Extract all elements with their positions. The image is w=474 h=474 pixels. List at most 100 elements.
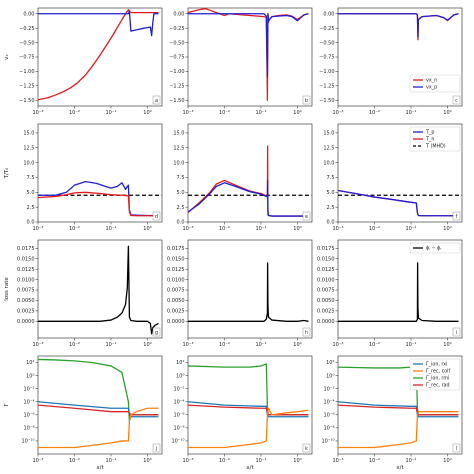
- x-tick-label: 10⁻¹: [405, 458, 416, 464]
- y-tick-label: 0.0075: [167, 288, 185, 294]
- y-tick-label: 0.0000: [17, 319, 35, 325]
- y-tick-label: 0.00: [23, 11, 34, 17]
- y-tick-label: 0.0100: [17, 277, 35, 283]
- panel-label: k: [305, 446, 308, 452]
- y-tick-label: 0.0000: [317, 319, 335, 325]
- panel-k: 10⁻³ 10⁻² 10⁻¹ 10⁰ 10² 10⁰ 10⁻² 10⁻⁴ 10⁻⁶ 10⁻⁸ 10⁻…: [171, 355, 313, 471]
- y-tick-label: 0.0075: [17, 288, 35, 294]
- panel-label: d: [155, 214, 158, 220]
- x-tick-label: 10⁰: [293, 226, 301, 232]
- panel-label-box: [302, 443, 311, 453]
- y-tick-label: −0.50: [319, 40, 334, 46]
- x-tick-label: 10⁻¹: [255, 110, 266, 116]
- y-tick-label: 0.00: [323, 11, 334, 17]
- series-line-blue: [188, 179, 309, 217]
- y-tick-label: 10⁻⁴: [23, 399, 34, 405]
- series-line-blue: [338, 189, 459, 217]
- series-line-blue: [338, 13, 459, 38]
- y-tick-label: 10⁻²: [323, 386, 334, 392]
- panel-label-box: [152, 327, 161, 337]
- series-line-red: [38, 191, 159, 217]
- x-tick-label: 10⁻²: [69, 110, 80, 116]
- y-axis-label: Γ: [4, 403, 10, 407]
- panel-h: 10⁻³ 10⁻² 10⁻¹ 10⁰ 0.0000 0.0025 0.0050 0.0075 0…: [167, 239, 313, 348]
- panel-label-box: [452, 211, 461, 221]
- y-tick-label: 0.0150: [167, 256, 185, 262]
- x-tick-label: 10⁻²: [69, 458, 80, 464]
- series-line-blue: [188, 13, 309, 78]
- x-tick-label: 10⁻¹: [255, 458, 266, 464]
- x-tick-label: 10⁻¹: [105, 342, 116, 348]
- y-tick-label: −0.75: [19, 55, 34, 61]
- panel-label: g: [155, 330, 158, 336]
- panel-label-box: [152, 443, 161, 453]
- series-line-c_red: [188, 404, 309, 416]
- y-tick-label: 0.0050: [167, 298, 185, 304]
- y-tick-label: 0.0: [177, 220, 185, 226]
- y-tick-label: −1.50: [319, 98, 334, 104]
- panel-label: c: [455, 98, 458, 104]
- panel-label: h: [305, 330, 308, 336]
- axes-frame: [187, 355, 313, 455]
- panel-label-box: [302, 95, 311, 105]
- plot-area: [188, 145, 312, 217]
- series-line-black: [338, 262, 459, 322]
- x-tick-label: 10⁰: [443, 342, 451, 348]
- y-tick-label: 0.0175: [317, 246, 335, 252]
- panel-j: 10⁻³ 10⁻² 10⁻¹ 10⁰ 10² 10⁰ 10⁻² 10⁻⁴ 10⁻⁶ 10⁻⁸ 10⁻…: [4, 355, 163, 471]
- y-tick-label: 5.0: [327, 190, 335, 196]
- x-tick-label: 10⁻³: [332, 342, 343, 348]
- x-tick-label: 10⁻¹: [405, 110, 416, 116]
- x-axis-label: x/t: [396, 465, 404, 471]
- y-tick-label: 10⁻⁶: [323, 413, 334, 419]
- x-tick-label: 10⁰: [143, 110, 151, 116]
- x-tick-label: 10⁻²: [369, 110, 380, 116]
- panel-label-box: [302, 211, 311, 221]
- y-tick-label: 0.0175: [17, 246, 35, 252]
- panel-f: 10⁻³ 10⁻² 10⁻¹ 10⁰ 0.0 2.5 5.0 7.5 10.0 12.5 15.0 f…: [323, 123, 463, 232]
- y-tick-label: 0.00: [173, 11, 184, 17]
- y-tick-label: 10⁻²: [173, 386, 184, 392]
- y-tick-label: 10²: [176, 360, 184, 366]
- x-tick-label: 10⁻³: [182, 342, 193, 348]
- legend-label: vx_p: [426, 86, 437, 91]
- legend-label: T_n: [425, 137, 434, 143]
- panel-label-box: [452, 95, 461, 105]
- y-tick-label: −0.25: [319, 26, 334, 32]
- panel-d: 10⁻³ 10⁻² 10⁻¹ 10⁰ 0.0 2.5 5.0 7.5 10.0 12.5 15.0 T…: [4, 123, 163, 232]
- y-axis-label: loss rate: [4, 277, 10, 301]
- plot-area: [188, 363, 309, 449]
- x-tick-label: 10⁻¹: [405, 342, 416, 348]
- x-tick-label: 10⁻²: [369, 342, 380, 348]
- y-tick-label: −1.00: [169, 69, 184, 75]
- plot-area: [338, 13, 459, 41]
- y-tick-label: 0.0100: [167, 277, 185, 283]
- x-tick-label: 10⁻²: [219, 458, 230, 464]
- y-tick-label: 10⁰: [26, 373, 34, 379]
- y-tick-label: 7.5: [177, 175, 185, 181]
- y-tick-label: −0.50: [169, 40, 184, 46]
- x-tick-label: 10⁻¹: [255, 226, 266, 232]
- x-tick-label: 10⁰: [443, 110, 451, 116]
- x-tick-label: 10⁻³: [32, 110, 43, 116]
- y-tick-label: 12.5: [23, 145, 34, 151]
- legend-label: ϕᵢ − ϕᵣ: [426, 246, 442, 252]
- y-tick-label: 10⁰: [326, 373, 334, 379]
- panel-label: l: [456, 446, 457, 452]
- x-tick-label: 10⁻³: [332, 458, 343, 464]
- legend-box: [409, 242, 461, 254]
- plot-area: [38, 245, 159, 335]
- axes-frame: [37, 239, 163, 339]
- y-tick-label: 10⁻¹⁰: [321, 439, 334, 445]
- x-axis-label: x/t: [96, 465, 104, 471]
- panel-label: f: [456, 214, 458, 220]
- x-tick-label: 10⁻³: [182, 110, 193, 116]
- axes-frame: [187, 123, 313, 223]
- y-tick-label: 10⁻¹⁰: [21, 439, 34, 445]
- legend-box: [409, 74, 461, 93]
- series-line-c_orange: [38, 407, 159, 449]
- series-line-c_green: [38, 358, 159, 422]
- y-tick-label: −1.25: [319, 84, 334, 90]
- y-tick-label: 10²: [326, 360, 334, 366]
- axes-frame: [37, 355, 163, 455]
